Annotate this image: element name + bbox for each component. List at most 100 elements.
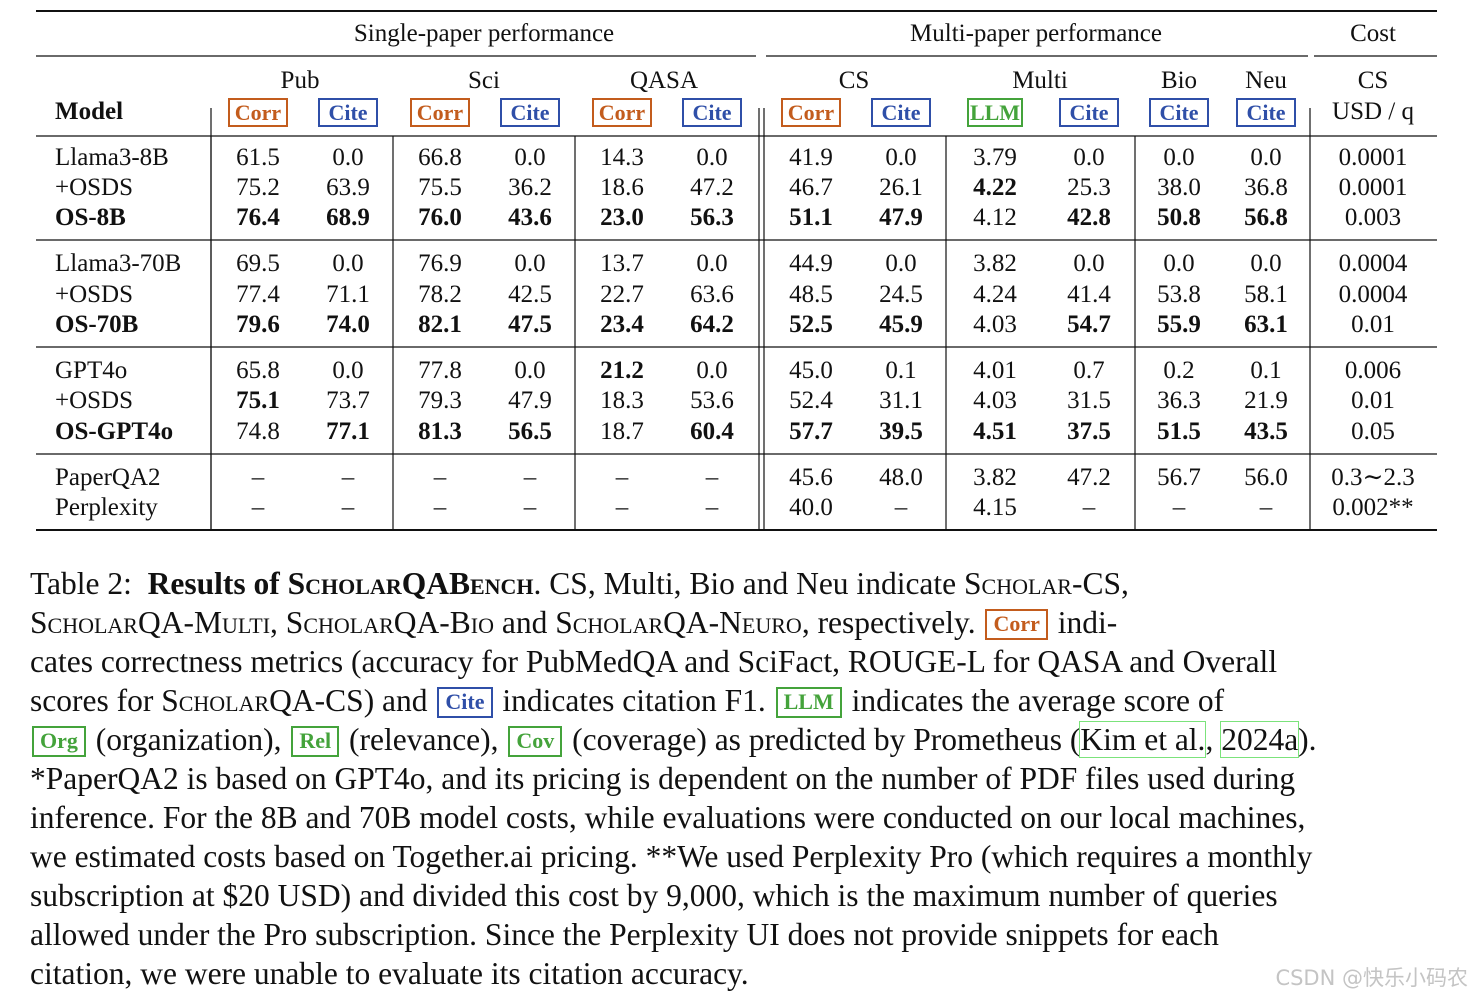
caption-line-5: Org (organization), Rel (relevance), Cov… <box>30 720 1446 759</box>
table-cell: 0.1 <box>885 357 916 384</box>
table-cell: 45.6 <box>789 464 833 491</box>
table-cell: 4.51 <box>973 418 1017 445</box>
table-cell: 41.4 <box>1067 281 1111 308</box>
table-cell: 0.3∼2.3 <box>1331 464 1414 491</box>
llm-tag: LLM <box>775 687 842 718</box>
table-cell: 42.5 <box>508 281 552 308</box>
table-cell: 81.3 <box>418 418 462 445</box>
table-cell: 47.5 <box>508 311 552 338</box>
table-cell: 25.3 <box>1067 174 1111 201</box>
table-cell: 31.5 <box>1067 387 1111 414</box>
caption-text: , <box>270 605 286 640</box>
metric-tag-label: Cite <box>1159 100 1198 125</box>
table-cell: 52.4 <box>789 387 833 414</box>
citation-author-link[interactable]: Kim et al. <box>1079 721 1207 758</box>
table-cell: 3.79 <box>973 144 1017 171</box>
citation-year-link[interactable]: 2024a <box>1220 721 1300 758</box>
table-cell: 0.7 <box>1073 357 1104 384</box>
caption-line-2: ScholarQA-Multi, ScholarQA-Bio and Schol… <box>30 603 1446 642</box>
table-cell: 58.1 <box>1244 281 1288 308</box>
metric-tag-box <box>1236 98 1296 127</box>
table-cell: 0.0 <box>514 144 545 171</box>
table-cell: 51.1 <box>789 204 833 231</box>
table-cell: 52.5 <box>789 311 833 338</box>
metric-tag-box <box>500 98 560 127</box>
dataset-header: CS <box>839 67 870 94</box>
table-cell: 18.6 <box>600 174 644 201</box>
table-cell: 3.82 <box>973 250 1017 277</box>
table-cell: – <box>705 494 719 521</box>
caption-line-10: allowed under the Pro subscription. Sinc… <box>30 917 1219 952</box>
caption-line-9: subscription at $20 USD) and divided thi… <box>30 878 1278 913</box>
metric-tag-box <box>682 98 742 127</box>
watermark: CSDN @快乐小码农 <box>1275 966 1468 990</box>
table-cell: 78.2 <box>418 281 462 308</box>
metric-tag-label: Cite <box>328 100 367 125</box>
metric-tag-label: Cite <box>692 100 731 125</box>
caption-text: ) and <box>363 683 436 718</box>
table-cell: 0.0 <box>514 250 545 277</box>
caption-line-7: inference. For the 8B and 70B model cost… <box>30 800 1306 835</box>
table-cell: 75.2 <box>236 174 280 201</box>
table-cell: 4.15 <box>973 494 1017 521</box>
table-cell: 44.9 <box>789 250 833 277</box>
table-cell: 0.0 <box>885 144 916 171</box>
table-cell: 74.0 <box>326 311 370 338</box>
table-cell: 0.0 <box>1073 250 1104 277</box>
table-cell: 0.0 <box>696 250 727 277</box>
caption-line-8: we estimated costs based on Together.ai … <box>30 839 1313 874</box>
table-cell: 77.4 <box>236 281 280 308</box>
metric-tag-label: Corr <box>235 100 282 125</box>
cov-tag: Cov <box>508 726 563 757</box>
table-cell: 53.6 <box>690 387 734 414</box>
caption-text: (relevance), <box>341 722 507 757</box>
dataset-header: Sci <box>468 67 500 94</box>
group-header-cost: Cost <box>1350 20 1396 47</box>
caption-text: scores for <box>30 683 162 718</box>
table-cell: – <box>615 464 629 491</box>
table-cell: 77.1 <box>326 418 370 445</box>
table-cell: 0.2 <box>1163 357 1194 384</box>
caption-line-6: *PaperQA2 is based on GPT4o, and its pri… <box>30 761 1296 796</box>
table-cell: 73.7 <box>326 387 370 414</box>
caption-text: (coverage) as predicted by Prometheus ( <box>564 722 1081 757</box>
metric-tag-label: Cite <box>881 100 920 125</box>
table-cell: 51.5 <box>1157 418 1201 445</box>
metric-tag-label: Cite <box>1069 100 1108 125</box>
table-cell: 75.1 <box>236 387 280 414</box>
caption-text: CS, Multi, Bio and Neu indicate <box>549 566 965 601</box>
table-cell: 47.2 <box>690 174 734 201</box>
table-cell: 0.05 <box>1351 418 1395 445</box>
bench-name: ScholarQA-CS <box>161 683 364 718</box>
table-cell: 63.1 <box>1244 311 1288 338</box>
table-cell: 76.4 <box>236 204 280 231</box>
table-cell: 46.7 <box>789 174 833 201</box>
org-tag: Org <box>32 726 86 757</box>
table-cell: 23.0 <box>600 204 644 231</box>
table-cell: – <box>251 464 265 491</box>
table-cell: – <box>341 494 355 521</box>
metric-tag-label: Cite <box>510 100 549 125</box>
metric-tag-box <box>967 98 1023 127</box>
metric-tag-box <box>1059 98 1119 127</box>
table-cell: 31.1 <box>879 387 923 414</box>
table-cell: 0.0 <box>1163 250 1194 277</box>
table-cell: 4.01 <box>973 357 1017 384</box>
caption-text: indicates the average score of <box>843 683 1225 718</box>
rel-tag: Rel <box>291 726 340 757</box>
table-cell: 0.01 <box>1351 387 1395 414</box>
table-cell: 66.8 <box>418 144 462 171</box>
caption-text: (organization), <box>87 722 290 757</box>
table-cell: – <box>615 494 629 521</box>
table-cell: 18.3 <box>600 387 644 414</box>
model-name: OS-70B <box>55 311 138 338</box>
table-cell: 0.0 <box>332 144 363 171</box>
model-name: +OSDS <box>55 387 133 414</box>
table-cell: 0.0 <box>1250 250 1281 277</box>
table-cell: 40.0 <box>789 494 833 521</box>
metric-tag-box <box>228 98 288 127</box>
table-cell: 0.0 <box>332 357 363 384</box>
metric-tag-label: LLM <box>970 100 1020 125</box>
caption-line-11: citation, we were unable to evaluate its… <box>30 956 749 991</box>
table-cell: – <box>433 464 447 491</box>
